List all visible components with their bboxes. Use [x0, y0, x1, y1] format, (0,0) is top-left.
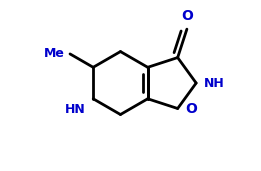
Text: O: O: [186, 102, 197, 115]
Text: O: O: [181, 9, 193, 23]
Text: NH: NH: [204, 77, 225, 90]
Text: Me: Me: [44, 47, 65, 60]
Text: HN: HN: [64, 103, 85, 116]
